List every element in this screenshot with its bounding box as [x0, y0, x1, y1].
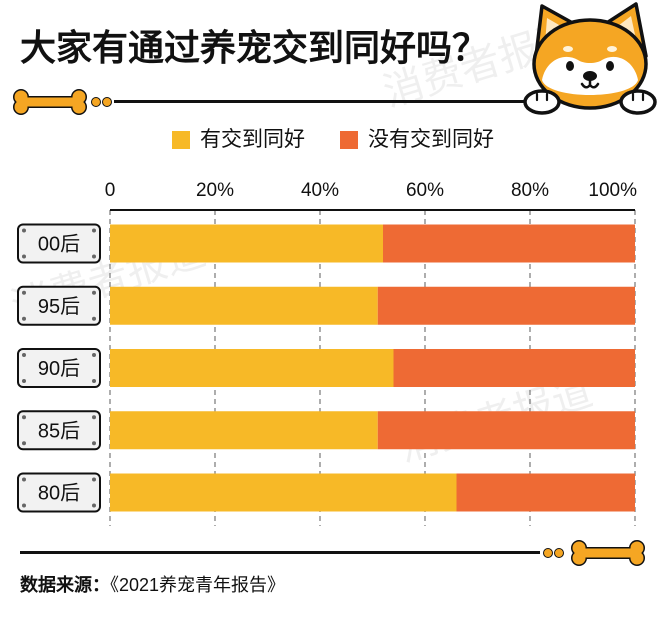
x-tick-label: 60%: [406, 180, 444, 201]
data-source: 数据来源：《2021养宠青年报告》: [20, 572, 285, 598]
row-label: 00后: [38, 233, 80, 256]
row-label-box: [17, 472, 101, 513]
rivet-dot: [22, 290, 26, 295]
rivet-dot: [22, 441, 26, 446]
bar-segment-yes: [110, 473, 457, 512]
row-label-box: [17, 348, 101, 388]
chart-title: 大家有通过养宠交到同好吗？: [20, 27, 489, 68]
bar-row: 95后: [17, 285, 635, 326]
rivet-dot: [22, 503, 26, 508]
rivet-dot: [92, 228, 96, 233]
bar-row: 90后: [17, 348, 635, 388]
bar-segment-yes: [110, 224, 383, 263]
x-tick-label: 40%: [301, 180, 339, 201]
rivet-dot: [92, 441, 96, 446]
rivet-dot: [92, 415, 96, 420]
rivet-dot: [22, 228, 26, 233]
row-label-box: [17, 223, 101, 264]
dot-icon: [543, 548, 553, 558]
bar-segment-no: [383, 224, 635, 263]
legend-label: 没有交到同好: [368, 128, 494, 151]
rivet-dot: [22, 379, 26, 383]
x-tick-label: 80%: [511, 180, 549, 201]
legend-swatch: [340, 131, 358, 149]
x-tick-label: 0: [105, 180, 116, 201]
rivet-dot: [92, 379, 96, 383]
shiba-dog-icon: [523, 2, 657, 115]
bar-row: 85后: [17, 410, 635, 451]
bar-segment-yes: [110, 411, 378, 450]
rivet-dot: [92, 503, 96, 508]
row-label-box: [17, 410, 101, 451]
row-label: 80后: [38, 482, 80, 505]
rivet-dot: [22, 353, 26, 357]
dot-icon: [554, 548, 564, 558]
source-label: 数据来源：: [20, 575, 110, 595]
bar-row: 80后: [17, 472, 635, 513]
stacked-bar-chart: 0 20% 40% 60% 80% 100% 00后 95后 90后 85后 80后: [17, 180, 637, 526]
bar-segment-yes: [110, 349, 394, 387]
x-tick-label: 20%: [196, 180, 234, 201]
row-label: 90后: [38, 357, 80, 380]
bar-row: 00后: [17, 223, 635, 264]
title-underline: [114, 100, 534, 103]
bar-segment-no: [377, 286, 635, 325]
bar-segment-no: [393, 349, 635, 387]
bar-segment-no: [377, 411, 635, 450]
legend-item-no: 没有交到同好: [340, 128, 494, 152]
rivet-dot: [22, 316, 26, 321]
rivet-dot: [92, 353, 96, 357]
rivet-dot: [22, 415, 26, 420]
legend-swatch: [172, 131, 190, 149]
rivet-dot: [92, 477, 96, 482]
source-value: 《2021养宠青年报告》: [110, 575, 286, 595]
rivet-dot: [22, 254, 26, 259]
rivet-dot: [92, 316, 96, 321]
row-label: 85后: [38, 419, 80, 442]
rivet-dot: [92, 290, 96, 295]
bar-segment-no: [456, 473, 635, 512]
dot-icon: [102, 97, 112, 107]
legend-item-yes: 有交到同好: [172, 128, 305, 152]
bar-segment-yes: [110, 286, 378, 325]
row-label-box: [17, 285, 101, 326]
legend-label: 有交到同好: [200, 128, 305, 151]
row-label: 95后: [38, 295, 80, 318]
rivet-dot: [22, 477, 26, 482]
bone-icon: [571, 540, 645, 566]
x-tick-label: 100%: [588, 180, 637, 201]
dot-icon: [91, 97, 101, 107]
rivet-dot: [92, 254, 96, 259]
footer-divider: [20, 551, 540, 554]
bone-icon: [13, 89, 87, 115]
